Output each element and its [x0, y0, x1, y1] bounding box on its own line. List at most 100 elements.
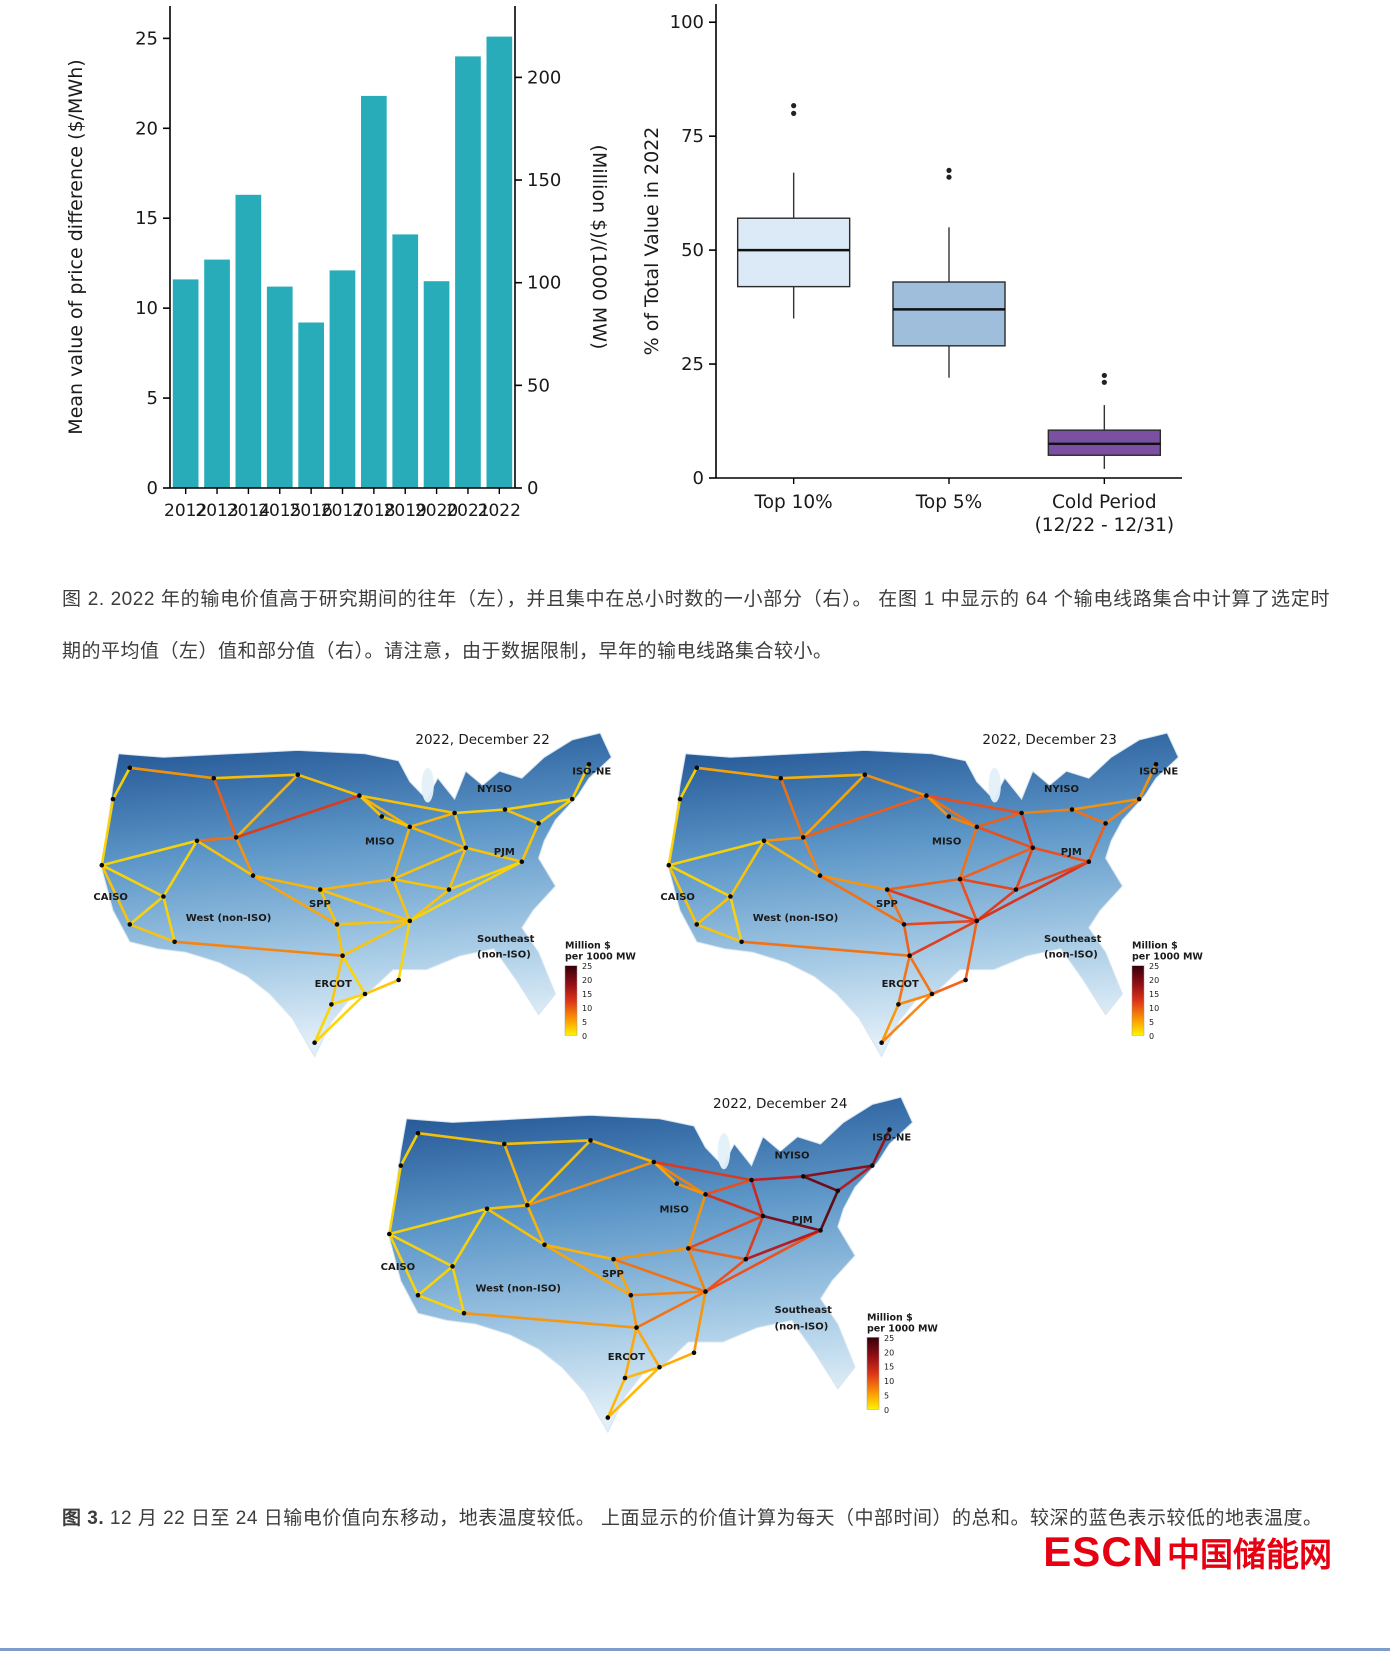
map-dec22: CAISO West (non-ISO) SPP MISO ERCOT NYISO PJM I… — [85, 726, 645, 1079]
figure3-caption-body: 12 月 22 日至 24 日输电价值向东移动，地表温度较低。 上面显示的价值计… — [104, 1508, 1323, 1529]
svg-text:2014: 2014 — [227, 501, 270, 521]
svg-text:200: 200 — [527, 67, 561, 88]
svg-text:25: 25 — [681, 354, 704, 375]
svg-text:5: 5 — [147, 388, 158, 409]
bar-2021 — [455, 56, 481, 489]
svg-text:ISO-NE: ISO-NE — [572, 767, 611, 778]
svg-text:Southeast: Southeast — [775, 1305, 833, 1316]
svg-text:MISO: MISO — [932, 836, 961, 847]
svg-text:CAISO: CAISO — [93, 892, 128, 903]
escn-logo-text: ESCN — [1043, 1528, 1164, 1575]
bar-2013 — [204, 259, 230, 488]
bar-2015 — [266, 286, 293, 488]
svg-text:20: 20 — [1149, 976, 1159, 985]
svg-text:ERCOT: ERCOT — [608, 1352, 645, 1363]
svg-text:5: 5 — [884, 1392, 889, 1401]
svg-text:10: 10 — [1149, 1004, 1159, 1013]
bar-chart-figure: 0 5 10 15 20 25 0 50 100 150 200 2012 2013 2014 2015 20… — [58, 0, 613, 553]
svg-text:ERCOT: ERCOT — [315, 979, 352, 990]
svg-text:0: 0 — [884, 1406, 889, 1415]
svg-text:50: 50 — [681, 240, 704, 261]
svg-text:10: 10 — [135, 298, 158, 319]
svg-text:15: 15 — [1149, 990, 1159, 999]
svg-text:5: 5 — [582, 1018, 587, 1027]
bar-2012 — [172, 279, 199, 488]
bar-2020 — [423, 281, 450, 488]
svg-text:ERCOT: ERCOT — [882, 979, 919, 990]
svg-text:Million $: Million $ — [867, 1312, 913, 1323]
svg-text:(non-ISO): (non-ISO) — [1044, 949, 1098, 960]
svg-text:Mean value of price difference: Mean value of price difference ($/MWh) — [65, 59, 87, 434]
svg-text:West (non-ISO): West (non-ISO) — [186, 913, 271, 924]
svg-text:0: 0 — [693, 468, 704, 489]
figure2-caption: 图 2. 2022 年的输电价值高于研究期间的往年（左），并且集中在总小时数的一… — [62, 589, 1330, 663]
svg-text:2018: 2018 — [352, 501, 395, 521]
svg-text:CAISO: CAISO — [660, 892, 695, 903]
svg-text:MISO: MISO — [365, 836, 394, 847]
escn-logo: ESCN中国储能网 — [1043, 1528, 1332, 1576]
svg-text:100: 100 — [527, 273, 561, 294]
svg-text:(non-ISO): (non-ISO) — [775, 1321, 829, 1332]
box-plot-figure: 0 25 50 75 100 Top 10% Top 5% Cold Period (12/22… — [636, 0, 1196, 553]
svg-text:West (non-ISO): West (non-ISO) — [476, 1284, 562, 1295]
bar-2022 — [486, 36, 513, 488]
svg-text:2012: 2012 — [164, 501, 207, 521]
svg-text:2019: 2019 — [384, 501, 427, 521]
svg-text:2022, December 23: 2022, December 23 — [982, 732, 1116, 748]
svg-text:NYISO: NYISO — [477, 784, 512, 795]
map-svg-0: CAISO West (non-ISO) SPP MISO ERCOT NYISO PJM I… — [93, 732, 636, 1058]
svg-text:SPP: SPP — [602, 1269, 624, 1280]
svg-text:(non-ISO): (non-ISO) — [477, 949, 531, 960]
svg-text:2022: 2022 — [478, 501, 521, 521]
svg-text:2016: 2016 — [290, 501, 333, 521]
svg-text:per 1000 MW: per 1000 MW — [867, 1323, 938, 1334]
svg-text:SPP: SPP — [876, 899, 898, 910]
svg-text:0: 0 — [147, 478, 158, 499]
svg-text:Southeast: Southeast — [477, 934, 535, 945]
svg-text:per 1000 MW: per 1000 MW — [565, 952, 636, 963]
svg-text:25: 25 — [1149, 962, 1159, 971]
map-dec23: CAISO West (non-ISO) SPP MISO ERCOT NYISO PJM I… — [652, 726, 1212, 1079]
svg-text:% of Total Value in 2022: % of Total Value in 2022 — [641, 127, 663, 356]
bottom-divider — [0, 1648, 1390, 1651]
svg-text:Cold Period: Cold Period — [1052, 492, 1157, 513]
bar-2019 — [392, 234, 419, 488]
svg-text:10: 10 — [582, 1004, 592, 1013]
svg-text:Million $: Million $ — [565, 941, 611, 952]
svg-text:20: 20 — [135, 118, 158, 139]
svg-text:2022, December 22: 2022, December 22 — [415, 732, 549, 748]
box-Top 5% — [892, 281, 1006, 347]
box-plot-svg: 0 25 50 75 100 Top 10% Top 5% Cold Period(12/22… — [641, 4, 1182, 536]
bar-chart-svg: 0510152025050100150200201220132014201520… — [65, 6, 610, 521]
svg-text:PJM: PJM — [494, 847, 515, 858]
svg-text:2021: 2021 — [446, 501, 489, 521]
bar-2017 — [329, 270, 356, 488]
svg-text:PJM: PJM — [1061, 847, 1082, 858]
svg-text:SPP: SPP — [309, 899, 331, 910]
svg-text:25: 25 — [582, 962, 592, 971]
svg-text:(12/22 - 12/31): (12/22 - 12/31) — [1035, 515, 1175, 536]
svg-text:MISO: MISO — [660, 1204, 689, 1215]
figure3-caption: 图 3. 12 月 22 日至 24 日输电价值向东移动，地表温度较低。 上面显… — [62, 1494, 1330, 1544]
svg-text:NYISO: NYISO — [775, 1150, 810, 1161]
svg-text:0: 0 — [582, 1032, 587, 1041]
svg-text:2020: 2020 — [415, 501, 458, 521]
svg-text:Top 10%: Top 10% — [754, 492, 833, 513]
map-svg-2: CAISO West (non-ISO) SPP MISO ERCOT NYISO PJM I… — [381, 1096, 938, 1434]
svg-text:50: 50 — [527, 375, 550, 396]
svg-text:0: 0 — [527, 478, 538, 499]
map-svg-1: CAISO West (non-ISO) SPP MISO ERCOT NYISO PJM I… — [660, 732, 1203, 1058]
svg-text:20: 20 — [582, 976, 592, 985]
box-Top 10% — [736, 217, 851, 288]
svg-text:(Million $)/(1000 MW): (Million $)/(1000 MW) — [588, 145, 610, 350]
svg-text:100: 100 — [670, 12, 704, 33]
svg-text:25: 25 — [884, 1334, 894, 1343]
svg-text:2015: 2015 — [258, 501, 301, 521]
escn-logo-chinese: 中国储能网 — [1167, 1536, 1332, 1573]
map-dec24: CAISO West (non-ISO) SPP MISO ERCOT NYISO PJM I… — [372, 1090, 947, 1455]
bar-2016 — [298, 322, 324, 488]
svg-text:5: 5 — [1149, 1018, 1154, 1027]
svg-text:ISO-NE: ISO-NE — [1139, 767, 1178, 778]
figure3-caption-prefix: 图 3. — [62, 1508, 105, 1529]
